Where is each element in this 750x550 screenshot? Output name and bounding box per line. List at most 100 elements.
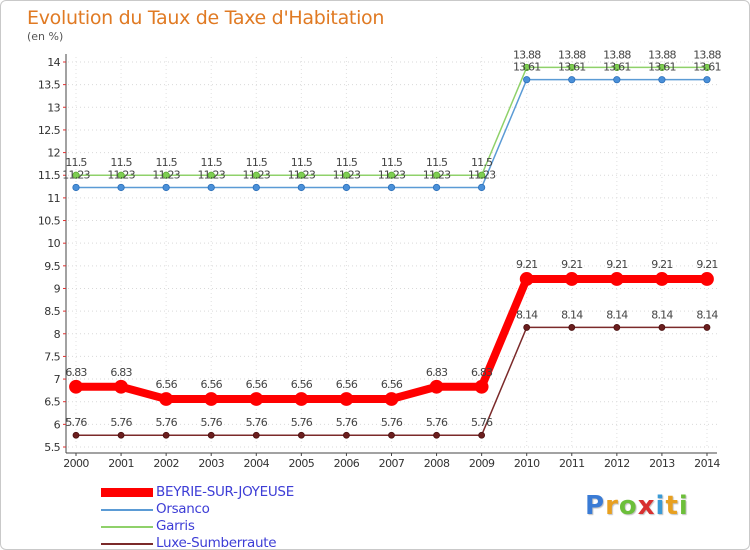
x-tick-label: 2006 [334,457,360,470]
data-point-luxe [72,431,80,439]
data-label-garris: 13.88 [693,48,721,61]
data-label-garris: 11.5 [336,156,358,169]
data-point-beyrie [655,272,669,286]
data-label-luxe: 5.76 [65,416,87,429]
logo-letter: i [678,491,689,521]
data-label-garris: 13.88 [648,48,676,61]
data-label-garris: 13.88 [603,48,631,61]
data-point-orsanco [252,183,260,192]
data-label-orsanco: 11.23 [197,168,225,181]
data-point-garris [207,171,215,179]
data-point-beyrie [294,392,309,406]
data-point-beyrie [204,392,219,406]
x-tick-label: 2007 [379,457,405,470]
data-label-garris: 11.5 [246,156,268,169]
data-label-orsanco: 11.23 [62,168,90,181]
y-tick-label: 10 [47,237,60,250]
data-point-garris [523,63,531,72]
data-point-orsanco [297,183,305,192]
data-point-luxe [252,431,260,439]
data-label-beyrie: 9.21 [606,258,627,271]
data-point-beyrie [429,379,444,394]
data-label-luxe: 8.14 [606,308,628,321]
data-point-orsanco [703,76,711,84]
data-label-beyrie: 6.56 [155,378,177,391]
logo-letter: r [605,491,619,521]
chart-title: Evolution du Taux de Taxe d'Habitation [27,7,385,29]
data-label-beyrie: 9.21 [561,258,582,271]
data-label-luxe: 5.76 [381,416,403,429]
data-label-luxe: 8.14 [696,308,718,321]
data-label-luxe: 5.76 [471,416,493,429]
data-label-luxe: 5.76 [426,416,448,429]
data-label-luxe: 8.14 [561,308,583,321]
data-point-orsanco [162,183,170,192]
data-point-orsanco [207,183,215,192]
y-tick-label: 13 [47,101,60,114]
data-point-beyrie [519,272,534,286]
data-point-garris [297,171,305,179]
y-tick-label: 12 [47,147,60,160]
data-point-orsanco [342,183,351,192]
y-tick-label: 5.5 [44,441,60,454]
data-label-garris: 11.5 [381,156,403,169]
logo-letter: P [585,491,606,521]
x-tick-label: 2005 [289,457,315,470]
data-label-luxe: 5.76 [336,416,358,429]
data-label-garris: 11.5 [471,156,493,169]
data-label-beyrie: 6.83 [426,366,448,379]
data-point-orsanco [658,76,666,84]
data-point-luxe [117,431,125,439]
data-label-orsanco: 11.23 [423,168,451,181]
data-point-garris [613,63,621,72]
data-point-luxe [523,324,531,331]
legend-swatch-luxe [101,543,153,545]
x-tick-label: 2014 [694,457,720,470]
data-point-beyrie [249,392,264,406]
y-tick-label: 9.5 [44,260,60,273]
y-tick-label: 8 [54,328,61,341]
data-label-orsanco: 11.23 [378,168,406,181]
y-tick-label: 13.5 [38,79,61,92]
data-label-beyrie: 6.83 [65,366,87,379]
data-point-garris [387,171,396,179]
data-point-luxe [343,431,350,439]
data-label-luxe: 5.76 [291,416,313,429]
data-label-luxe: 5.76 [155,416,177,429]
data-label-orsanco: 11.23 [333,168,361,181]
data-point-garris [568,63,576,72]
x-tick-label: 2004 [243,457,269,470]
data-point-beyrie [700,272,714,286]
y-tick-label: 6.5 [44,396,60,409]
data-point-beyrie [609,272,624,286]
data-label-orsanco: 13.61 [603,61,631,74]
data-label-beyrie: 6.83 [110,366,132,379]
data-label-beyrie: 6.56 [246,378,268,391]
legend-label-luxe: Luxe-Sumberraute [156,535,277,550]
y-tick-label: 9 [54,282,61,295]
data-label-garris: 11.5 [291,156,313,169]
data-point-luxe [613,324,621,331]
data-point-beyrie [474,379,489,394]
data-label-beyrie: 6.56 [291,378,313,391]
data-label-luxe: 8.14 [651,308,673,321]
data-point-luxe [703,324,711,331]
data-label-luxe: 5.76 [110,416,132,429]
data-label-garris: 11.5 [426,156,448,169]
x-tick-label: 2002 [153,457,179,470]
data-label-orsanco: 13.61 [648,61,676,74]
data-point-orsanco [387,183,396,192]
proxiti-logo: Proxiti [585,491,689,521]
x-tick-label: 2013 [649,457,675,470]
data-point-orsanco [117,183,125,192]
legend-swatch-garris [101,526,153,528]
data-label-garris: 11.5 [201,156,223,169]
data-point-orsanco [72,183,80,192]
data-point-luxe [568,324,576,331]
data-point-garris [432,171,441,179]
y-tick-label: 6 [54,418,61,431]
x-tick-label: 2010 [514,457,540,470]
x-tick-label: 2000 [63,457,89,470]
data-point-garris [72,171,80,179]
